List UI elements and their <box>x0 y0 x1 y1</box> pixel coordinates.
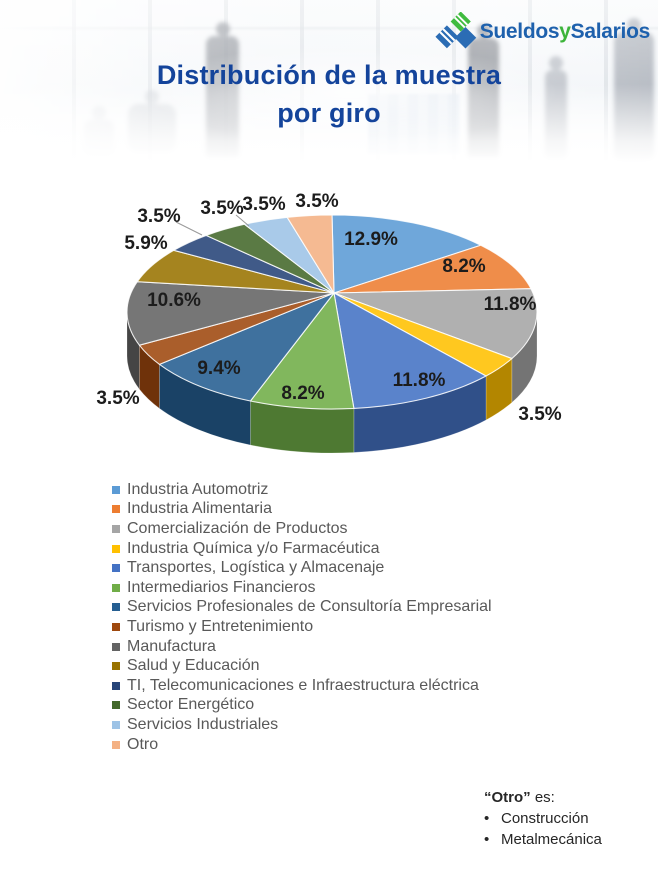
bullet-icon: • <box>484 808 501 829</box>
legend-label: Sector Energético <box>127 696 254 714</box>
otro-note-heading: “Otro” es: <box>484 787 649 808</box>
otro-note-item: •Metalmecánica <box>484 829 649 850</box>
chart-legend: Industria AutomotrizIndustria Alimentari… <box>112 480 492 754</box>
logo-word-salarios: Salarios <box>571 20 650 43</box>
otro-note-item-label: Construcción <box>501 808 589 829</box>
legend-item: Industria Alimentaria <box>112 500 492 520</box>
otro-note-item-label: Metalmecánica <box>501 829 602 850</box>
slice-percentage-label: 3.5% <box>518 404 561 425</box>
slice-percentage-label: 11.8% <box>393 370 446 391</box>
slice-percentage-label: 3.5% <box>96 388 139 409</box>
slice-percentage-label: 8.2% <box>442 256 485 277</box>
legend-label: Transportes, Logística y Almacenaje <box>127 559 384 577</box>
legend-swatch-icon <box>112 525 120 533</box>
legend-swatch-icon <box>112 741 120 749</box>
legend-label: Servicios Profesionales de Consultoría E… <box>127 598 492 616</box>
page-title-line2: por giro <box>0 94 658 132</box>
legend-swatch-icon <box>112 564 120 572</box>
otro-note-item: •Construcción <box>484 808 649 829</box>
header-photo: SueldosySalarios Distribución de la mues… <box>0 0 658 168</box>
legend-item: Servicios Industriales <box>112 715 492 735</box>
legend-item: Sector Energético <box>112 696 492 716</box>
logo-wordmark: SueldosySalarios <box>480 20 650 44</box>
slice-percentage-label: 3.5% <box>295 191 338 212</box>
legend-label: Intermediarios Financieros <box>127 579 316 597</box>
logo-icon <box>433 12 477 52</box>
slice-percentage-label: 11.8% <box>484 294 537 315</box>
legend-label: Manufactura <box>127 638 216 656</box>
slice-percentage-label: 3.5% <box>137 206 180 227</box>
slice-percentage-label: 3.5% <box>242 194 285 215</box>
legend-swatch-icon <box>112 662 120 670</box>
legend-label: TI, Telecomunicaciones e Infraestructura… <box>127 677 479 695</box>
legend-swatch-icon <box>112 701 120 709</box>
slice-percentage-label: 3.5% <box>200 198 243 219</box>
logo-word-y: y <box>559 20 570 43</box>
report-page: SueldosySalarios Distribución de la mues… <box>0 0 658 871</box>
legend-swatch-icon <box>112 545 120 553</box>
legend-swatch-icon <box>112 721 120 729</box>
legend-label: Turismo y Entretenimiento <box>127 618 313 636</box>
logo: SueldosySalarios <box>433 12 650 52</box>
page-title-line1: Distribución de la muestra <box>0 56 658 94</box>
slice-percentage-label: 9.4% <box>197 358 240 379</box>
legend-swatch-icon <box>112 584 120 592</box>
otro-note: “Otro” es: •Construcción •Metalmecánica <box>484 787 649 850</box>
legend-item: TI, Telecomunicaciones e Infraestructura… <box>112 676 492 696</box>
legend-item: Manufactura <box>112 637 492 657</box>
slice-percentage-label: 5.9% <box>124 233 167 254</box>
legend-swatch-icon <box>112 682 120 690</box>
legend-swatch-icon <box>112 603 120 611</box>
legend-item: Industria Química y/o Farmacéutica <box>112 539 492 559</box>
legend-label: Industria Química y/o Farmacéutica <box>127 540 380 558</box>
legend-item: Servicios Profesionales de Consultoría E… <box>112 598 492 618</box>
otro-note-list: •Construcción •Metalmecánica <box>484 808 649 850</box>
legend-item: Intermediarios Financieros <box>112 578 492 598</box>
slice-percentage-label: 10.6% <box>147 290 201 311</box>
legend-item: Transportes, Logística y Almacenaje <box>112 558 492 578</box>
pie-chart-canvas: 12.9% 8.2% 11.8% 3.5% 11.8% 8.2% 9.4% 3.5% 10.6%… <box>0 165 658 470</box>
legend-label: Salud y Educación <box>127 657 260 675</box>
legend-item: Comercialización de Productos <box>112 519 492 539</box>
page-title: Distribución de la muestra por giro <box>0 56 658 132</box>
legend-swatch-icon <box>112 486 120 494</box>
legend-item: Turismo y Entretenimiento <box>112 617 492 637</box>
legend-label: Industria Alimentaria <box>127 500 272 518</box>
legend-item: Industria Automotriz <box>112 480 492 500</box>
legend-swatch-icon <box>112 505 120 513</box>
legend-label: Comercialización de Productos <box>127 520 348 538</box>
slice-percentage-label: 12.9% <box>344 229 398 250</box>
otro-note-term: “Otro” <box>484 789 531 806</box>
bullet-icon: • <box>484 829 501 850</box>
legend-swatch-icon <box>112 623 120 631</box>
legend-item: Otro <box>112 735 492 755</box>
logo-word-sueldos: Sueldos <box>480 20 560 43</box>
slice-percentage-label: 8.2% <box>281 383 324 404</box>
otro-note-suffix: es: <box>531 789 555 806</box>
legend-item: Salud y Educación <box>112 656 492 676</box>
legend-label: Servicios Industriales <box>127 716 278 734</box>
pie-chart: 12.9% 8.2% 11.8% 3.5% 11.8% 8.2% 9.4% 3.5% 10.6%… <box>0 165 658 470</box>
legend-label: Otro <box>127 736 158 754</box>
legend-label: Industria Automotriz <box>127 481 268 499</box>
legend-swatch-icon <box>112 643 120 651</box>
